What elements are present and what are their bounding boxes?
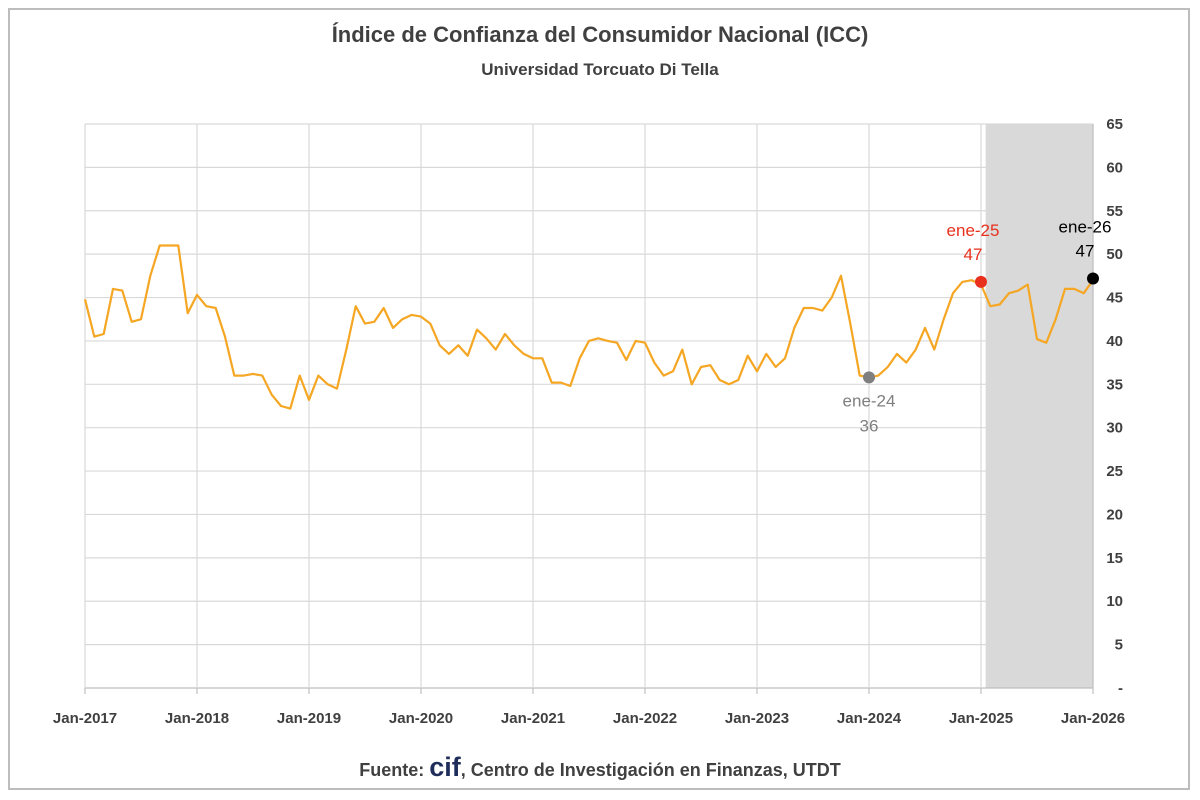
x-tick-label: Jan-2019	[277, 710, 341, 727]
y-tick-label: 35	[1106, 376, 1123, 393]
x-tick-label: Jan-2026	[1061, 710, 1125, 727]
x-tick-label: Jan-2023	[725, 710, 789, 727]
source-prefix: Fuente:	[359, 760, 430, 780]
x-tick-label: Jan-2020	[389, 710, 453, 727]
annotation-value: 36	[860, 416, 879, 435]
annotation-value: 47	[964, 245, 983, 264]
x-tick-label: Jan-2017	[53, 710, 117, 727]
annotation-label: ene-26	[1059, 217, 1112, 236]
y-tick-label: 30	[1106, 420, 1123, 437]
annotation-label: ene-24	[843, 391, 896, 410]
chart-title: Índice de Confianza del Consumidor Nacio…	[331, 22, 869, 47]
x-tick-label: Jan-2022	[613, 710, 677, 727]
chart-source: Fuente: cif, Centro de Investigación en …	[0, 752, 1200, 783]
y-tick-label: 15	[1106, 550, 1123, 567]
chart-subtitle: Universidad Torcuato Di Tella	[481, 60, 719, 79]
y-tick-label: 10	[1106, 593, 1123, 610]
y-tick-label: 25	[1106, 463, 1123, 480]
y-tick-label: -	[1118, 680, 1123, 697]
x-tick-label: Jan-2025	[949, 710, 1013, 727]
y-tick-label: 5	[1115, 637, 1123, 654]
annotation-marker	[863, 371, 875, 384]
shaded-period	[985, 124, 1093, 688]
source-text: , Centro de Investigación en Finanzas, U…	[460, 760, 841, 780]
y-tick-label: 50	[1106, 246, 1123, 263]
x-tick-label: Jan-2018	[165, 710, 229, 727]
y-tick-label: 20	[1106, 506, 1123, 523]
x-tick-label: Jan-2024	[837, 710, 902, 727]
x-tick-label: Jan-2021	[501, 710, 565, 727]
y-tick-label: 45	[1106, 290, 1123, 307]
y-tick-label: 65	[1106, 116, 1123, 133]
annotation-marker	[1087, 272, 1099, 285]
annotation-marker	[975, 275, 987, 288]
annotation-label: ene-25	[947, 221, 1000, 240]
y-tick-label: 60	[1106, 159, 1123, 176]
y-tick-label: 55	[1106, 203, 1123, 220]
cif-logo: cif	[429, 752, 461, 782]
annotation-value: 47	[1076, 241, 1095, 260]
y-tick-label: 40	[1106, 333, 1123, 350]
series-line	[83, 244, 1094, 410]
